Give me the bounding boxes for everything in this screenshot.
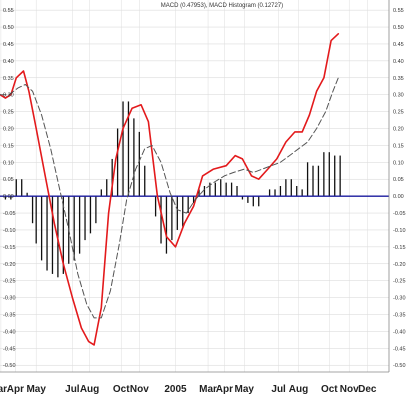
y-tick-label-right: 0.50 bbox=[393, 25, 404, 31]
series-lines bbox=[0, 33, 340, 346]
y-tick-label-left: -0.10 bbox=[3, 228, 16, 234]
y-tick-label-left: 0.45 bbox=[3, 42, 14, 48]
y-tick-label-left: -0.35 bbox=[3, 313, 16, 319]
y-tick-label-left: -0.05 bbox=[3, 211, 16, 217]
x-tick-label: Aug bbox=[80, 384, 99, 395]
y-tick-label-left: -0.40 bbox=[3, 329, 16, 335]
macd-line bbox=[0, 33, 340, 346]
y-tick-label-right: -0.40 bbox=[393, 329, 406, 335]
chart-title: MACD (0.47953), MACD Histogram (0.12727) bbox=[161, 3, 283, 9]
y-tick-label-left: 0.50 bbox=[3, 25, 14, 31]
y-tick-label-left: 0.10 bbox=[3, 160, 14, 166]
y-tick-label-right: 0.00 bbox=[393, 194, 404, 200]
x-tick-label: Oct bbox=[321, 384, 338, 395]
y-tick-label-right: 0.25 bbox=[393, 110, 404, 116]
y-tick-label-left: -0.15 bbox=[3, 245, 16, 251]
x-tick-label: Apr bbox=[7, 384, 24, 395]
y-tick-label-right: 0.05 bbox=[393, 177, 404, 183]
y-tick-label-left: 0.20 bbox=[3, 127, 14, 133]
y-tick-label-right: -0.30 bbox=[393, 296, 406, 302]
y-axis-labels: 0.55 0.55 0.50 0.50 0.45 0.45 0.40 0.40 0.35 0.35… bbox=[3, 8, 406, 369]
y-tick-label-left: 0.55 bbox=[3, 8, 14, 14]
y-tick-label-left: 0.30 bbox=[3, 93, 14, 99]
y-tick-label-left: 0.40 bbox=[3, 59, 14, 65]
x-tick-label: lar bbox=[0, 384, 7, 395]
y-tick-label-right: -0.20 bbox=[393, 262, 406, 268]
x-tick-label: Dec bbox=[358, 384, 377, 395]
y-tick-label-right: 0.55 bbox=[393, 8, 404, 14]
y-tick-label-right: -0.25 bbox=[393, 279, 406, 285]
y-tick-label-left: -0.30 bbox=[3, 296, 16, 302]
x-tick-label: Mar bbox=[199, 384, 217, 395]
y-tick-label-left: 0.25 bbox=[3, 110, 14, 116]
y-tick-label-left: 0.00 bbox=[3, 194, 14, 200]
y-tick-label-right: 0.15 bbox=[393, 143, 404, 149]
y-tick-label-right: -0.45 bbox=[393, 346, 406, 352]
y-tick-label-left: -0.20 bbox=[3, 262, 16, 268]
y-tick-label-right: -0.10 bbox=[393, 228, 406, 234]
y-tick-label-left: 0.05 bbox=[3, 177, 14, 183]
x-tick-label: Aug bbox=[289, 384, 308, 395]
y-tick-label-left: -0.25 bbox=[3, 279, 16, 285]
y-tick-label-left: -0.45 bbox=[3, 346, 16, 352]
y-tick-label-right: -0.50 bbox=[393, 363, 406, 369]
y-tick-label-right: 0.30 bbox=[393, 93, 404, 99]
y-tick-label-right: -0.15 bbox=[393, 245, 406, 251]
y-tick-label-left: 0.35 bbox=[3, 76, 14, 82]
y-tick-label-right: -0.35 bbox=[393, 313, 406, 319]
y-tick-label-left: 0.15 bbox=[3, 143, 14, 149]
x-tick-label: Jul bbox=[65, 384, 80, 395]
x-tick-label: Jul bbox=[271, 384, 286, 395]
x-tick-label: Apr bbox=[216, 384, 233, 395]
x-tick-label: Nov bbox=[340, 384, 359, 395]
y-tick-label-right: 0.40 bbox=[393, 59, 404, 65]
y-tick-label-right: 0.20 bbox=[393, 127, 404, 133]
y-tick-label-right: 0.35 bbox=[393, 76, 404, 82]
x-axis-labels: larAprMayJulAugOctNov2005MarAprMayJulAug… bbox=[0, 384, 377, 395]
x-tick-label: May bbox=[235, 384, 255, 395]
x-tick-label: Oct bbox=[113, 384, 130, 395]
y-tick-label-right: -0.05 bbox=[393, 211, 406, 217]
signal-line bbox=[0, 77, 339, 319]
y-tick-label-right: 0.45 bbox=[393, 42, 404, 48]
x-tick-label: Nov bbox=[130, 384, 149, 395]
x-tick-label: 2005 bbox=[164, 384, 187, 395]
x-tick-label: May bbox=[26, 384, 46, 395]
y-tick-label-right: 0.10 bbox=[393, 160, 404, 166]
y-tick-label-left: -0.50 bbox=[3, 363, 16, 369]
